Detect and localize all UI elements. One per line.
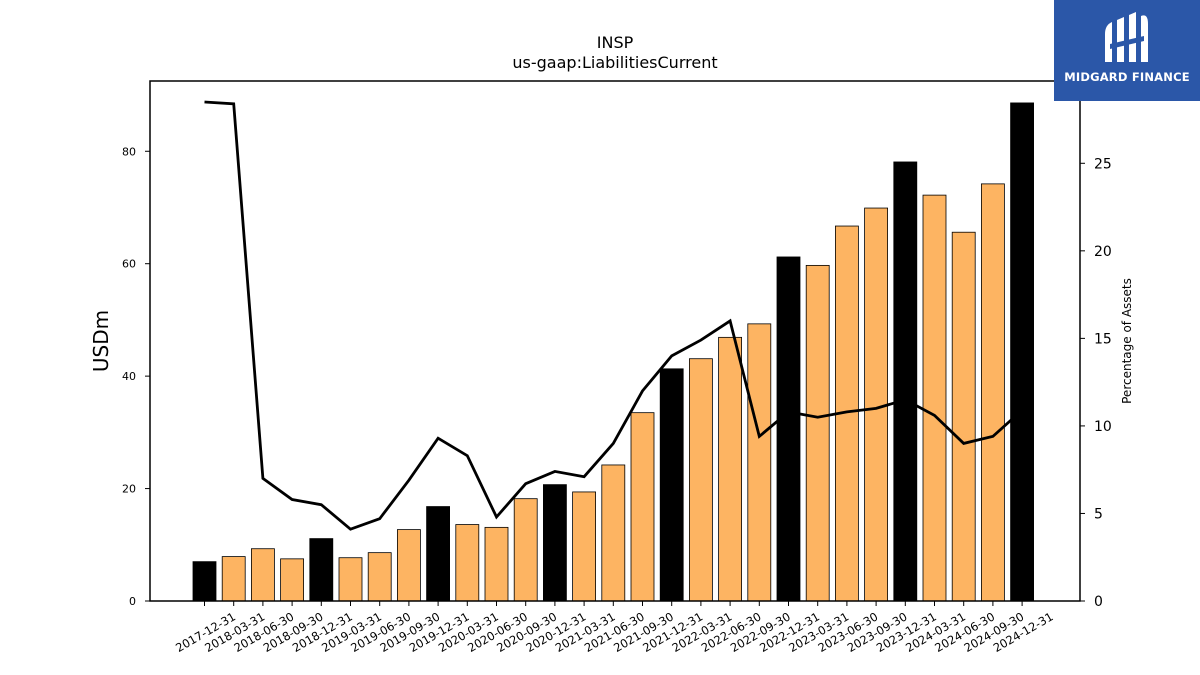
bar-2024-06-30	[951, 231, 976, 602]
bar-2019-06-30	[367, 552, 392, 602]
y2-tick-label: 5	[1094, 506, 1103, 522]
plot-frame	[149, 80, 1081, 602]
bar-2020-09-30	[513, 498, 538, 602]
bar-2017-12-31	[192, 561, 217, 602]
bar-2020-03-31	[455, 524, 480, 602]
bar-2023-09-30	[864, 207, 888, 602]
percentage-line	[204, 100, 1024, 531]
bar-group	[192, 102, 1034, 602]
y2-tick-label: 20	[1094, 244, 1112, 260]
y-tick-label: 20	[122, 483, 136, 496]
chart-subtitle: us-gaap:LiabilitiesCurrent	[512, 53, 717, 72]
y2-tick-label: 0	[1094, 594, 1103, 610]
bar-2020-12-31	[543, 484, 567, 602]
bar-2022-06-30	[718, 336, 742, 602]
bar-2021-03-31	[572, 491, 596, 602]
y-tick-label: 0	[129, 595, 136, 608]
logo-mark-icon	[1105, 12, 1148, 62]
bar-2022-12-31	[776, 256, 801, 602]
bar-2018-03-31	[221, 556, 246, 602]
y-axis: 0 20 40 60 80	[122, 145, 150, 608]
bar-2024-12-31	[1010, 102, 1034, 602]
y2-axis-label: Percentage of Assets	[1120, 278, 1134, 404]
y-tick-label: 40	[122, 370, 136, 383]
y2-tick-label: 15	[1094, 331, 1112, 347]
x-axis: 2017-12-312018-03-312018-06-302018-09-30…	[173, 601, 1056, 655]
bar-2024-09-30	[981, 183, 1005, 602]
y2-tick-label: 25	[1094, 156, 1112, 172]
bar-2021-06-30	[601, 464, 626, 602]
bar-2024-03-31	[922, 194, 947, 602]
bar-2023-12-31	[893, 161, 918, 602]
bar-2021-09-30	[630, 412, 655, 602]
y-tick-label: 80	[122, 145, 136, 158]
bar-2018-09-30	[280, 558, 305, 602]
bar-2018-06-30	[250, 548, 275, 602]
bar-2022-03-31	[689, 358, 713, 602]
y2-axis: 0 5 10 15 20 25	[1080, 156, 1112, 610]
line-group	[204, 100, 1024, 531]
bar-2023-03-31	[805, 264, 830, 602]
chart-title: INSP	[597, 33, 634, 52]
bar-2019-09-30	[396, 529, 421, 602]
bar-2018-12-31	[309, 538, 334, 602]
bar-2022-09-30	[747, 323, 772, 602]
logo-text: MIDGARD FINANCE	[1064, 70, 1190, 84]
y2-tick-label: 10	[1094, 419, 1112, 435]
y-tick-label: 60	[122, 258, 136, 271]
bar-2019-12-31	[426, 506, 451, 602]
y-axis-label: USDm	[89, 310, 113, 372]
midgard-finance-logo: MIDGARD FINANCE	[1054, 0, 1200, 101]
bar-2019-03-31	[338, 557, 363, 602]
bar-2020-06-30	[484, 526, 509, 602]
bar-2021-12-31	[659, 368, 684, 602]
